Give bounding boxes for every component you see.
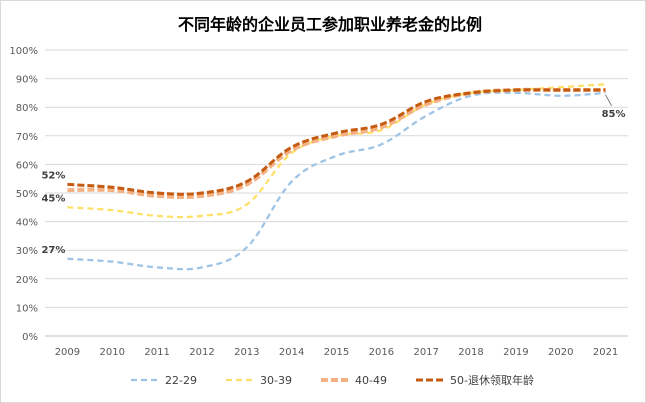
legend-label: 30-39	[260, 374, 292, 387]
y-tick-label: 20%	[16, 275, 38, 286]
data-labels: 52% 45% 27% 85%	[41, 94, 626, 256]
legend: 22-29 30-39 40-49 50-退休领取年龄	[131, 373, 534, 387]
y-axis-ticks: 0% 10% 20% 30% 40% 50% 60% 70% 80% 90% 100%	[9, 46, 38, 343]
y-tick-label: 100%	[9, 46, 38, 57]
series-lines	[67, 83, 606, 271]
series-line-50-退休领取年龄	[67, 88, 606, 196]
x-tick-label: 2016	[369, 347, 394, 358]
y-tick-label: 10%	[16, 303, 38, 314]
y-tick-label: 50%	[16, 189, 38, 200]
x-axis-ticks: 2009 2010 2011 2012 2013 2014 2015 2016 2017 2018…	[55, 347, 619, 358]
data-label-leader	[605, 94, 613, 107]
data-label: 45%	[41, 193, 65, 204]
x-tick-label: 2018	[458, 347, 483, 358]
series-line-22-29	[67, 91, 606, 271]
x-tick-label: 2019	[503, 347, 528, 358]
y-tick-label: 60%	[16, 160, 38, 171]
y-tick-label: 30%	[16, 246, 38, 257]
y-tick-label: 70%	[16, 132, 38, 143]
legend-label: 50-退休领取年龄	[450, 373, 534, 387]
y-tick-label: 0%	[22, 332, 38, 343]
x-tick-label: 2021	[593, 347, 618, 358]
data-label: 85%	[602, 109, 626, 120]
y-tick-label: 80%	[16, 103, 38, 114]
data-label: 27%	[41, 245, 65, 256]
x-tick-label: 2013	[234, 347, 259, 358]
x-tick-label: 2012	[189, 347, 214, 358]
chart-title: 不同年龄的企业员工参加职业养老金的比例	[178, 15, 482, 34]
data-label: 52%	[41, 170, 65, 181]
x-tick-label: 2020	[548, 347, 573, 358]
x-tick-label: 2014	[279, 347, 304, 358]
legend-label: 40-49	[355, 374, 387, 387]
y-tick-label: 40%	[16, 218, 38, 229]
series-line-30-39	[67, 83, 606, 219]
x-tick-label: 2011	[144, 347, 169, 358]
legend-label: 22-29	[165, 374, 197, 387]
x-tick-label: 2010	[100, 347, 125, 358]
x-tick-label: 2017	[413, 347, 438, 358]
y-tick-label: 90%	[16, 75, 38, 86]
x-tick-label: 2015	[324, 347, 349, 358]
x-tick-label: 2009	[55, 347, 80, 358]
